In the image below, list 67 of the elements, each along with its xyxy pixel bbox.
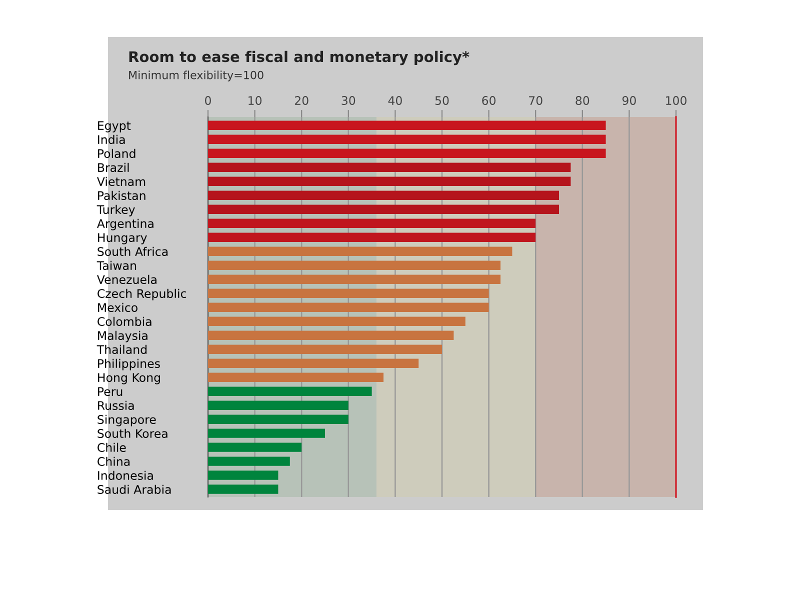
y-tick-label: Philippines <box>98 358 160 370</box>
x-tick-label: 40 <box>388 96 402 105</box>
bar <box>208 260 500 270</box>
bar <box>208 484 278 494</box>
bar <box>208 232 536 242</box>
y-tick-label: Czech Republic <box>98 288 186 300</box>
bar <box>208 134 606 144</box>
y-tick-label: Indonesia <box>98 470 153 480</box>
bar <box>208 204 559 214</box>
x-tick-label: 70 <box>529 96 542 105</box>
bar <box>208 162 571 172</box>
y-tick-label: Pakistan <box>98 190 146 200</box>
y-tick-label: Chile <box>98 442 126 452</box>
y-tick-label: Hong Kong <box>98 373 160 384</box>
y-tick-label: Argentina <box>96 218 154 230</box>
bar <box>208 288 489 298</box>
y-tick-label: Mexico <box>98 302 138 312</box>
x-tick-label: 30 <box>342 96 356 105</box>
y-tick-label: Malaysia <box>98 330 148 342</box>
bar <box>208 372 384 382</box>
bar <box>208 386 372 396</box>
chart-subtitle: Minimum flexibility=100 <box>129 70 264 82</box>
y-tick-label: Russia <box>98 400 134 410</box>
bar <box>208 442 302 452</box>
y-tick-label: Colombia <box>98 316 152 326</box>
y-tick-label: Turkey <box>96 204 135 216</box>
bar <box>208 428 325 438</box>
y-tick-label: Peru <box>98 387 122 396</box>
y-tick-label: Saudi Arabia <box>98 484 171 494</box>
bar <box>208 148 606 158</box>
bar <box>208 344 442 354</box>
bar <box>208 456 290 466</box>
chart-title: Room to ease fiscal and monetary policy* <box>129 50 470 66</box>
y-tick-label: South Korea <box>98 428 168 438</box>
bar <box>208 358 419 368</box>
bar <box>208 176 571 186</box>
x-tick-label: 90 <box>622 96 636 105</box>
bar <box>208 400 348 410</box>
y-tick-label: Hungary <box>98 233 147 244</box>
x-tick-label: 50 <box>435 96 449 105</box>
y-tick-label: Taiwan <box>96 260 136 270</box>
bar <box>208 274 500 284</box>
bar <box>208 120 606 130</box>
y-tick-label: Thailand <box>96 344 147 354</box>
y-tick-label: Brazil <box>98 162 129 172</box>
y-tick-label: China <box>98 456 130 466</box>
y-tick-label: Venezuela <box>96 274 156 284</box>
bar <box>208 470 278 480</box>
y-tick-label: Egypt <box>98 121 131 132</box>
y-tick-label: Poland <box>98 148 136 158</box>
y-tick-label: Vietnam <box>96 176 146 186</box>
x-tick-label: 80 <box>576 96 590 105</box>
bar <box>208 316 466 326</box>
bar <box>208 414 348 424</box>
x-tick-label: 10 <box>248 96 262 105</box>
x-tick-label: 60 <box>482 96 496 105</box>
y-tick-label: South Africa <box>98 246 168 256</box>
bar <box>208 218 536 228</box>
bar <box>208 246 512 256</box>
y-tick-label: Singapore <box>98 414 156 426</box>
x-tick-label: 20 <box>294 96 308 105</box>
y-tick-label: India <box>98 134 125 144</box>
x-tick-label: 0 <box>205 96 211 105</box>
x-tick-label: 100 <box>666 96 686 105</box>
bar <box>208 330 454 340</box>
bar <box>208 190 559 200</box>
bar <box>208 302 489 312</box>
